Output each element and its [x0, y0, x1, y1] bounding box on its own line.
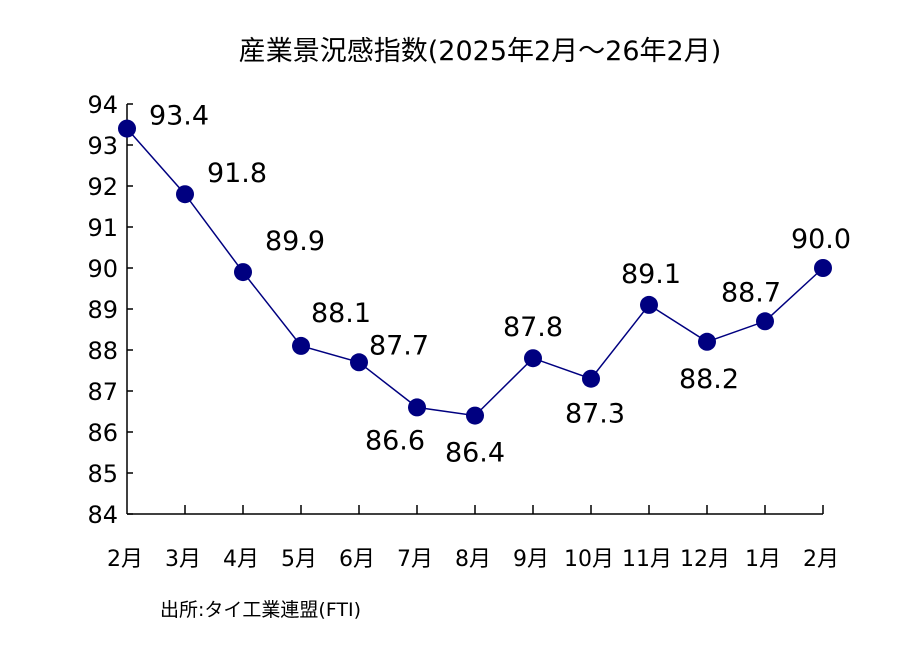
x-tick-label: 11月: [622, 547, 672, 572]
x-axis: 2月 3月 4月 5月 6月 7月 8月 9月 10月 11月 12月 1月 2月: [107, 505, 839, 572]
y-axis: 84 85 86 87 88 89 90 91 92 93 94: [87, 91, 133, 529]
data-label: 87.3: [565, 399, 625, 430]
chart-title: 産業景況感指数(2025年2月～26年2月): [239, 36, 722, 67]
x-tick-label: 4月: [223, 547, 259, 572]
y-tick-label: 86: [87, 419, 118, 447]
data-point: [118, 119, 136, 138]
x-tick-label: 12月: [680, 547, 730, 572]
x-tick-label: 1月: [745, 547, 781, 572]
data-point: [234, 263, 252, 282]
data-label: 86.6: [365, 425, 425, 456]
data-point: [176, 185, 194, 204]
x-tick-label: 6月: [339, 547, 375, 572]
data-point: [292, 336, 310, 355]
series: 93.4 91.8 89.9 88.187.7 86.6 86.4 87.8 87.3 89.1…: [118, 101, 851, 469]
source-note: 出所:タイ工業連盟(FTI): [160, 599, 361, 621]
y-tick-label: 84: [87, 501, 118, 529]
data-label: 87.8: [503, 312, 563, 343]
data-point: [582, 369, 600, 388]
y-tick-label: 91: [87, 214, 118, 242]
data-point: [640, 295, 658, 314]
data-label: 88.7: [721, 277, 781, 308]
data-point: [408, 398, 426, 417]
x-tick-label: 7月: [397, 547, 433, 572]
x-tick-label: 3月: [165, 547, 201, 572]
x-tick-label: 8月: [455, 547, 491, 572]
data-point: [466, 406, 484, 425]
data-point: [814, 259, 832, 277]
data-label: 86.4: [445, 438, 505, 469]
data-label: 93.4: [149, 101, 209, 132]
data-point: [698, 332, 716, 351]
data-label: 88.2: [679, 364, 739, 395]
y-tick-label: 93: [87, 132, 118, 160]
x-tick-label: 2月: [803, 547, 839, 572]
data-label: 89.9: [265, 226, 325, 257]
data-point: [350, 353, 368, 372]
y-tick-label: 90: [87, 255, 118, 283]
data-label: 88.1: [311, 298, 371, 329]
x-tick-label: 5月: [281, 547, 317, 572]
x-tick-label: 2月: [107, 547, 143, 572]
data-point: [524, 349, 542, 368]
y-tick-label: 85: [87, 460, 118, 488]
data-label: 87.7: [369, 330, 429, 361]
y-tick-label: 89: [87, 296, 118, 324]
data-point: [756, 312, 774, 331]
data-label: 90.0: [791, 224, 851, 255]
y-tick-label: 88: [87, 337, 118, 365]
data-label: 89.1: [621, 259, 681, 290]
y-tick-label: 87: [87, 378, 118, 406]
data-label: 91.8: [207, 158, 267, 189]
y-tick-label: 94: [87, 91, 118, 119]
x-tick-label: 10月: [564, 547, 614, 572]
y-tick-label: 92: [87, 173, 118, 201]
x-tick-label: 9月: [513, 547, 549, 572]
